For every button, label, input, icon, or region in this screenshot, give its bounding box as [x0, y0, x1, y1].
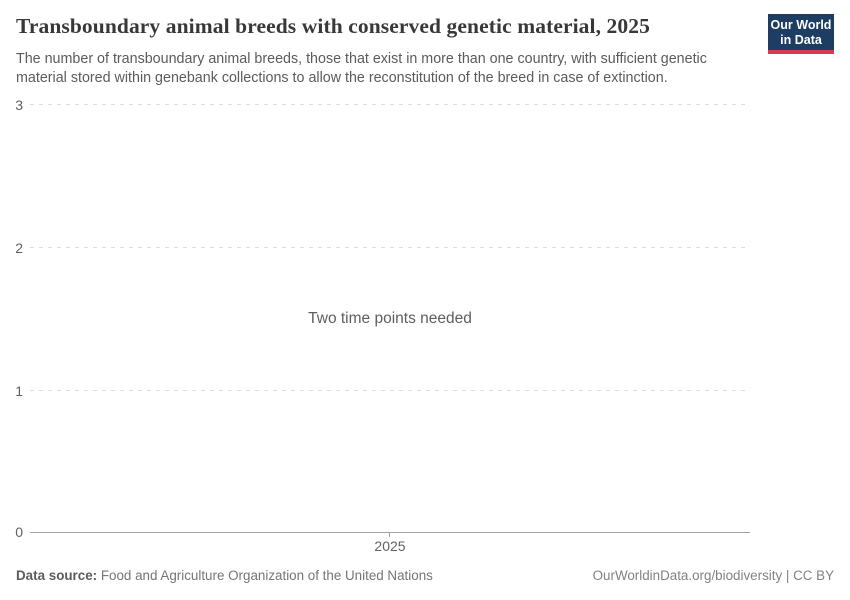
x-axis-tick-label: 2025 [374, 538, 406, 554]
chart-title: Transboundary animal breeds with conserv… [16, 14, 650, 38]
owid-logo-line2: in Data [780, 32, 822, 47]
data-source-line: Data source: Food and Agriculture Organi… [16, 568, 433, 583]
owid-logo-line1: Our World [770, 18, 832, 32]
owid-logo[interactable]: Our World in Data [768, 14, 834, 54]
gridline-y3 [30, 104, 750, 105]
y-axis-tick-label-0: 0 [15, 524, 23, 540]
y-axis-tick-label-2: 2 [15, 240, 23, 256]
y-axis-tick-label-3: 3 [15, 97, 23, 113]
data-source-label: Data source: [16, 568, 98, 583]
no-data-message: Two time points needed [308, 310, 472, 327]
chart-footer: Data source: Food and Agriculture Organi… [16, 568, 834, 583]
x-axis-tick-mark [389, 532, 390, 537]
data-source-text: Food and Agriculture Organization of the… [97, 568, 433, 583]
owid-license-link[interactable]: OurWorldinData.org/biodiversity | CC BY [592, 568, 834, 583]
y-axis-tick-label-1: 1 [15, 383, 23, 399]
x-axis-line [30, 532, 750, 533]
gridline-y1 [30, 390, 750, 391]
chart-subtitle: The number of transboundary animal breed… [16, 51, 707, 86]
gridline-y2 [30, 247, 750, 248]
